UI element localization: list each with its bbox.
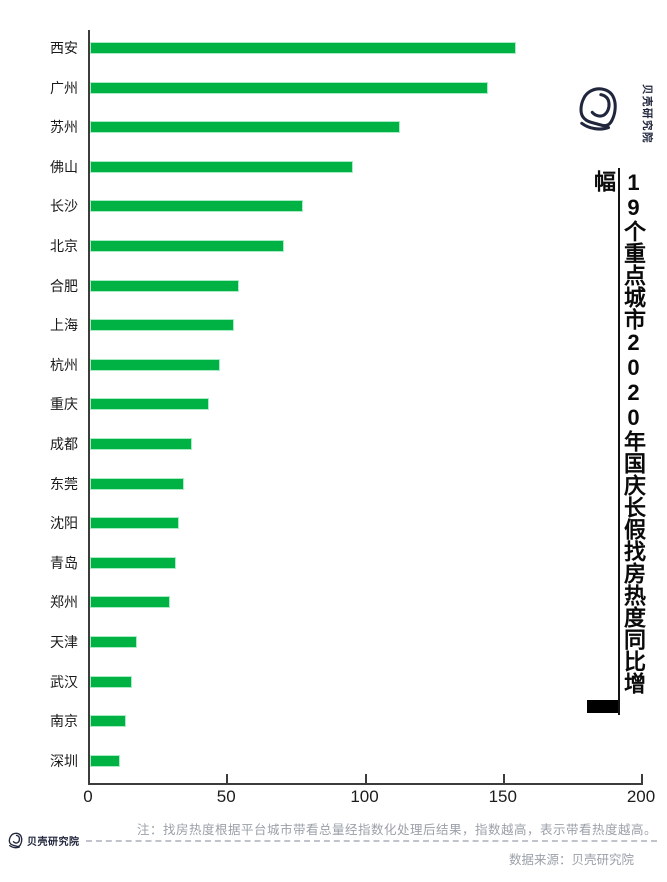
footer-brand-label: 贝壳研究院 [27,837,80,848]
value-bar [90,279,240,292]
city-label: 沈阳 [50,515,78,532]
value-bar [90,556,176,569]
city-label: 郑州 [50,594,78,611]
city-label: 杭州 [50,356,78,373]
bar-row: 苏州 [0,107,667,147]
x-tick-label: 0 [83,787,93,806]
x-tick-label: 100 [350,787,379,806]
x-tick-mark [641,774,643,783]
city-label: 佛山 [50,158,78,175]
value-bar [90,160,353,173]
x-tick-label: 200 [626,787,656,806]
bar-row: 杭州 [0,345,667,385]
x-tick-mark [226,774,229,783]
bar-row: 天津 [0,622,667,662]
x-tick-mark [88,774,90,783]
city-label: 重庆 [50,396,78,413]
city-label: 南京 [50,713,78,730]
dashed-divider [86,840,657,842]
bar-row: 郑州 [0,582,667,622]
shell-icon-small [8,832,23,849]
bar-row: 沈阳 [0,503,667,543]
value-bar [90,81,489,94]
bar-row: 青岛 [0,543,667,583]
x-tick-label: 50 [216,787,236,806]
value-bar [90,358,220,371]
city-label: 成都 [50,436,78,452]
value-bar [90,636,137,648]
city-label: 长沙 [50,198,78,215]
x-axis-line [88,783,643,785]
value-bar [90,754,121,767]
shell-icon [579,87,617,131]
city-label: 苏州 [50,119,78,136]
bar-row: 深圳 [0,741,667,781]
bar-row: 西安 [0,28,667,68]
x-tick-mark [502,774,505,783]
title-end-box [587,700,618,713]
chart-title: 19个重点城市2020年国庆长假找房热度同比增幅 [591,170,646,694]
bar-row: 佛山 [0,147,667,187]
footnote: 注：找房热度根据平台城市带看总量经指数化处理后结果，指数越高，表示带看热度越高。 [136,823,657,837]
bar-row: 长沙 [0,186,667,226]
value-bar [90,675,132,688]
data-source: 数据来源：贝壳研究院 [508,853,634,867]
bar-row: 上海 [0,305,667,345]
y-axis-line [88,30,90,784]
city-label: 天津 [50,634,78,650]
value-bar [90,715,126,728]
city-label: 青岛 [50,554,78,571]
value-bar [90,200,303,213]
bar-row: 重庆 [0,384,667,424]
city-label: 上海 [50,317,78,334]
bar-row: 成都 [0,424,667,464]
bar-row: 广州 [0,68,667,108]
value-bar [90,121,400,134]
value-bar [90,240,284,252]
beike-shell-logo [577,86,619,132]
value-bar [90,517,179,530]
city-label: 东莞 [50,475,78,492]
x-tick-mark [364,774,367,783]
bar-row: 武汉 [0,662,667,702]
city-label: 合肥 [50,277,78,294]
city-label: 深圳 [50,752,78,769]
city-label: 武汉 [50,673,78,690]
value-bar [90,477,184,490]
value-bar [90,319,234,332]
city-label: 广州 [50,79,78,96]
bar-row: 合肥 [0,266,667,306]
value-bar [90,596,171,609]
brand-vertical-label: 贝壳研究院 [641,84,653,144]
value-bar [90,398,209,411]
footer-brand: 贝壳研究院 [8,832,80,849]
bar-row: 南京 [0,701,667,741]
bar-row: 东莞 [0,464,667,504]
x-tick-label: 150 [488,787,517,806]
value-bar [90,438,193,450]
city-label: 西安 [50,40,78,56]
title-rule-line [618,168,620,715]
city-label: 北京 [50,238,78,254]
value-bar [90,42,516,54]
bar-row: 北京 [0,226,667,266]
